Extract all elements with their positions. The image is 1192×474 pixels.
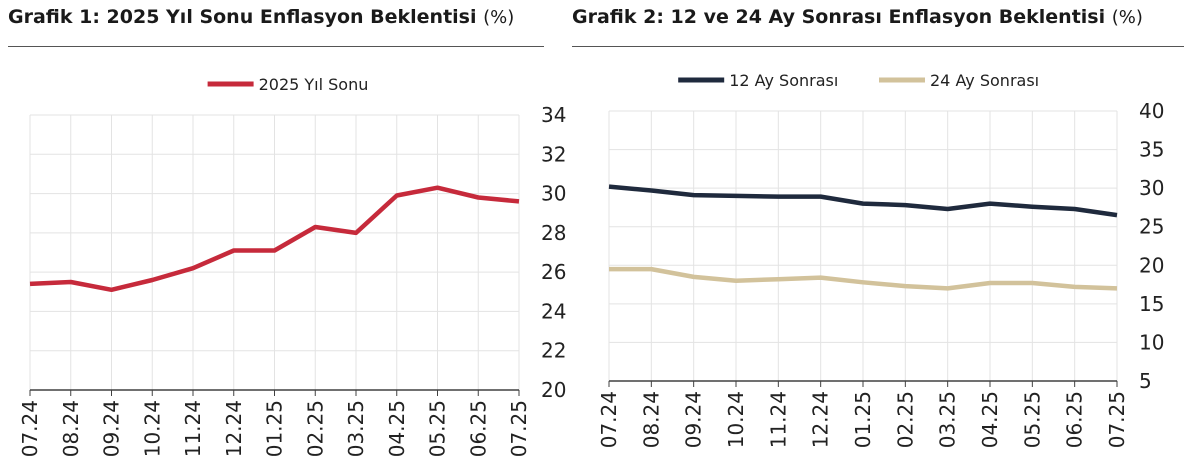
chart-2-x-tick-label: 08.24 [639,391,663,448]
chart-2-x-tick-label: 07.25 [1105,391,1129,448]
chart-2-y-tick-label: 10 [1139,330,1164,354]
chart-1-y-tick-label: 20 [541,378,566,402]
chart-1-x-tick-label: 07.24 [18,400,42,457]
chart-1-x-tick-label: 05.25 [426,400,450,457]
chart-1-unit: (%) [483,7,515,28]
chart-1-y-tick-label: 32 [541,142,566,166]
chart-2-y-tick-label: 5 [1139,369,1152,393]
chart-2-legend-label-1: 12 Ay Sonrası [729,71,838,90]
chart-1-x-tick-label: 07.25 [507,400,531,457]
chart-1-x-tick-label: 03.25 [344,400,368,457]
chart-2-series-line-2 [609,266,1118,291]
chart-1-x-tick-label: 06.25 [466,400,490,457]
chart-1-x-tick-label: 10.24 [140,400,164,457]
chart-1-x-tick-label: 11.24 [181,400,205,457]
chart-2: 5 10 15 20 25 30 35 40 07.24 08.24 09.24 10.24 11.24… [597,71,1164,448]
chart-2-y-tick-label: 15 [1139,292,1164,316]
chart-1: 20 22 24 26 28 30 32 34 07.24 08.24 09.24 10.24 11.2… [18,75,566,457]
chart-2-series-line-1 [608,184,1118,218]
chart-2-x-tick-label: 03.25 [936,391,960,448]
chart-2-x-tick-label: 10.24 [724,391,748,448]
chart-2-y-tick-label: 40 [1139,99,1164,123]
chart-1-y-tick-label: 30 [541,182,566,206]
chart-2-y-tick-label: 35 [1139,138,1164,162]
chart-1-title: Grafik 1: 2025 Yıl Sonu Enflasyon Beklen… [8,6,514,28]
chart-2-x-tick-label: 11.24 [766,391,790,448]
chart-2-unit: (%) [1111,7,1143,28]
chart-2-title-text: Grafik 2: 12 ve 24 Ay Sonrası Enflasyon … [572,6,1106,28]
chart-1-y-tick-label: 34 [541,103,566,127]
chart-1-x-tick-label: 12.24 [222,400,246,457]
chart-1-y-tick-label: 24 [541,299,566,323]
chart-1-y-tick-label: 28 [541,221,566,245]
chart-2-x-tick-label: 04.25 [978,391,1002,448]
chart-2-x-tick-label: 05.25 [1020,391,1044,448]
chart-1-x-tick-label: 02.25 [303,400,327,457]
chart-1-x-tick-label: 08.24 [59,400,83,457]
chart-2-title-rule [572,46,1184,47]
chart-2-legend-label-2: 24 Ay Sonrası [930,71,1039,90]
chart-2-x-tick-label: 02.25 [893,391,917,448]
chart-2-x-tick-label: 01.25 [851,391,875,448]
chart-1-x-tick-label: 09.24 [100,400,124,457]
chart-2-y-tick-label: 30 [1139,176,1164,200]
chart-2-x-tick-label: 07.24 [597,391,621,448]
chart-1-title-rule [8,46,544,47]
chart-1-legend-label-1: 2025 Yıl Sonu [259,75,369,94]
chart-1-y-tick-label: 26 [541,260,566,284]
chart-1-y-tick-label: 22 [541,339,566,363]
chart-2-y-tick-label: 20 [1139,253,1164,277]
chart-2-y-tick-label: 25 [1139,215,1164,239]
chart-1-series-line-1 [29,185,520,293]
chart-1-x-tick-label: 04.25 [385,400,409,457]
chart-2-x-tick-label: 09.24 [682,391,706,448]
chart-2-x-tick-label: 06.25 [1063,391,1087,448]
chart-1-x-tick-label: 01.25 [263,400,287,457]
chart-2-title: Grafik 2: 12 ve 24 Ay Sonrası Enflasyon … [572,6,1143,28]
chart-1-title-text: Grafik 1: 2025 Yıl Sonu Enflasyon Beklen… [8,6,477,28]
chart-2-x-tick-label: 12.24 [809,391,833,448]
